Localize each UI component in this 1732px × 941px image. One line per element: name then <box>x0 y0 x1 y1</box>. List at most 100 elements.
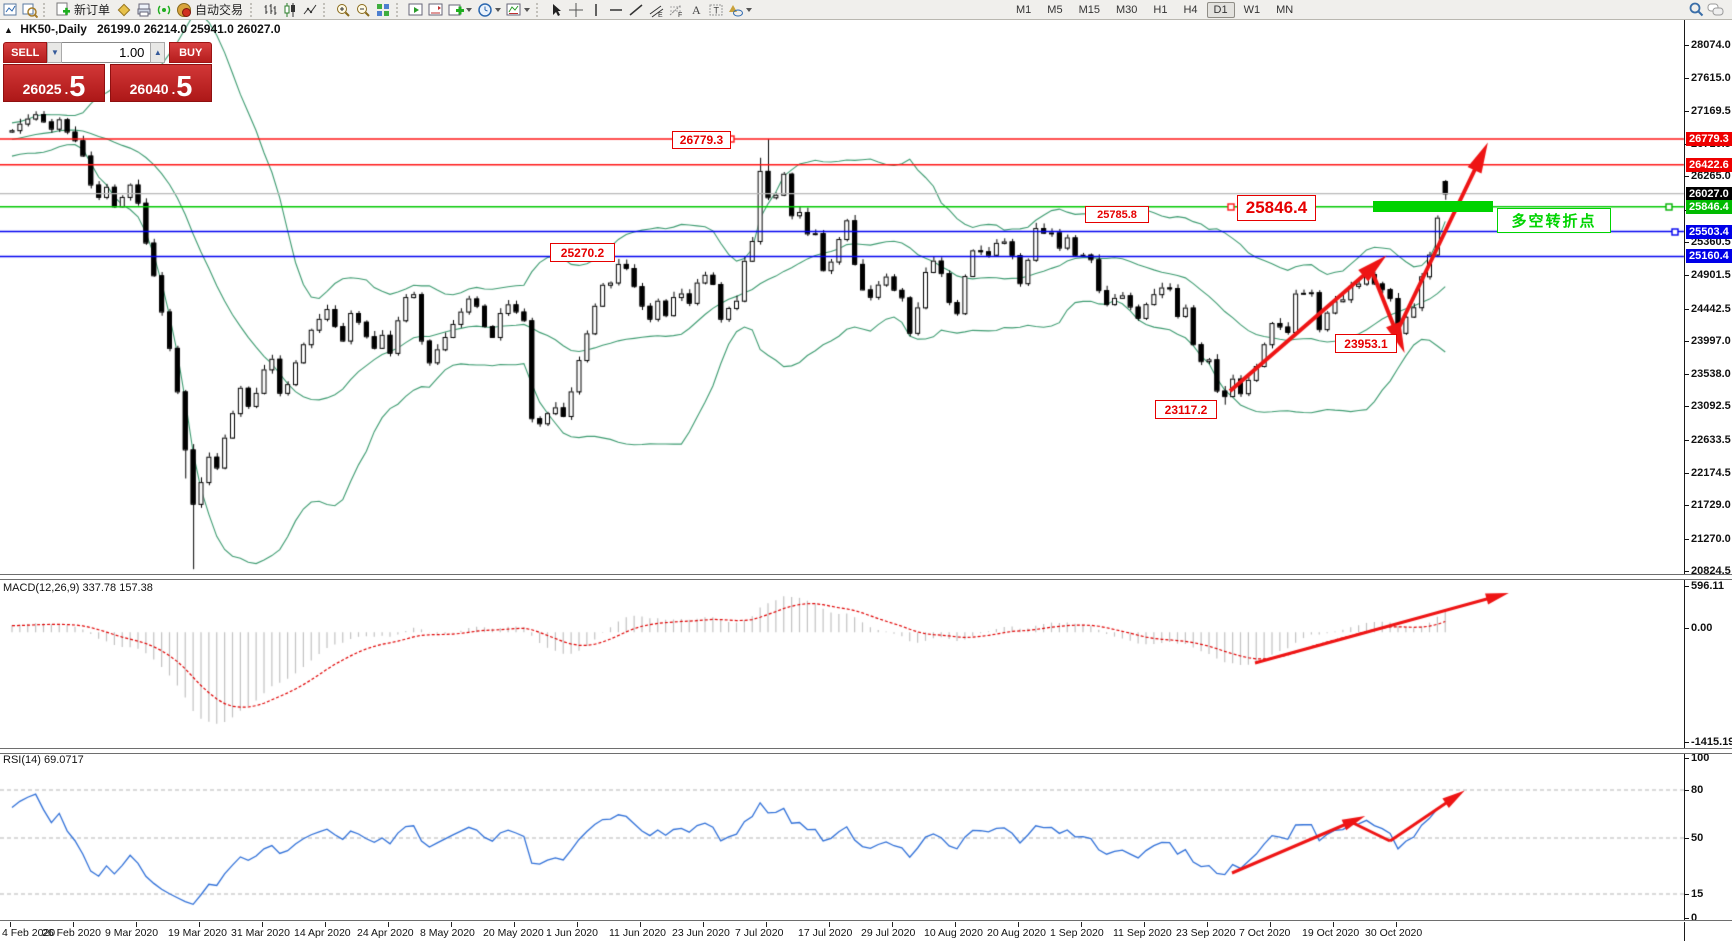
main-toolbar: 新订单 自动交易 E F A T <box>0 0 1732 20</box>
price-axis-tick <box>1684 176 1689 178</box>
date-axis-tick <box>136 922 137 927</box>
date-axis-tick <box>73 922 74 927</box>
chart-profile-icon[interactable] <box>20 1 40 18</box>
add-indicator-dropdown[interactable] <box>466 7 473 12</box>
period-dropdown[interactable] <box>495 7 502 12</box>
date-axis-label: 23 Sep 2020 <box>1176 927 1236 939</box>
chart-forward-icon[interactable] <box>406 1 426 18</box>
fibonacci-icon[interactable]: F <box>666 1 686 18</box>
svg-text:E: E <box>658 12 663 18</box>
rsi-axis-label: 0 <box>1691 912 1698 924</box>
new-order-label[interactable]: 新订单 <box>74 3 111 17</box>
price-tag: 25503.4 <box>1686 224 1732 239</box>
price-axis-label: 25360.5 <box>1691 235 1731 248</box>
macd-axis-label: 596.11 <box>1691 580 1725 592</box>
one-click-trading-panel: SELL ▼ ▲ BUY 26025.5 26040.5 <box>3 42 212 102</box>
highlight-rectangle[interactable] <box>1373 201 1493 212</box>
timeframe-button-h1[interactable]: H1 <box>1153 3 1168 16</box>
price-axis-label: 23538.0 <box>1691 368 1731 381</box>
date-axis-label: 10 Aug 2020 <box>924 927 983 939</box>
volume-increase-button[interactable]: ▲ <box>150 42 166 63</box>
templates-dropdown[interactable] <box>524 7 531 12</box>
price-tag: 25846.4 <box>1686 199 1732 214</box>
date-axis-label: 30 Oct 2020 <box>1365 927 1423 939</box>
macd-indicator-label: MACD(12,26,9) 337.78 157.38 <box>3 582 153 594</box>
autotrade-icon[interactable] <box>174 1 194 18</box>
chart-wizard-icon[interactable] <box>114 1 134 18</box>
date-axis-label: 19 Oct 2020 <box>1302 927 1360 939</box>
timeframe-toolbar: M1 M5 M15 M30 H1 H4 D1 W1 MN <box>1008 0 1301 19</box>
crosshair-icon[interactable] <box>566 1 586 18</box>
add-indicator-icon[interactable] <box>446 1 466 18</box>
buy-button[interactable]: BUY <box>169 42 212 63</box>
date-axis-tick <box>10 922 11 927</box>
print-icon[interactable] <box>134 1 154 18</box>
sell-button[interactable]: SELL <box>3 42 48 63</box>
timeframe-button-h4[interactable]: H4 <box>1183 3 1198 16</box>
zoom-out-icon[interactable] <box>353 1 373 18</box>
timeframe-button-m15[interactable]: M15 <box>1078 3 1100 16</box>
price-annotation-label[interactable]: 25846.4 <box>1237 195 1316 221</box>
new-order-icon[interactable] <box>53 1 73 18</box>
cursor-icon[interactable] <box>546 1 566 18</box>
date-axis-label: 8 May 2020 <box>420 927 475 939</box>
timeframe-button-mn[interactable]: MN <box>1276 3 1294 16</box>
price-axis-label: 26265.0 <box>1691 170 1731 183</box>
text-label-icon[interactable]: T <box>706 1 726 18</box>
text-icon[interactable]: A <box>686 1 706 18</box>
date-axis-label: 11 Sep 2020 <box>1113 927 1172 939</box>
line-chart-icon[interactable] <box>300 1 320 18</box>
macd-axis-tick <box>1684 586 1689 587</box>
macd-axis-tick <box>1684 628 1689 629</box>
rsi-axis-tick <box>1684 758 1689 759</box>
search-icon[interactable] <box>1686 1 1706 18</box>
toolbar-grip <box>250 2 257 17</box>
volume-input[interactable] <box>62 42 151 63</box>
macd-panel-splitter[interactable] <box>0 574 1732 580</box>
date-axis[interactable]: 4 Feb 2020 26 Feb 2020 9 Mar 2020 19 Mar 20… <box>0 922 1684 941</box>
horizontal-line-icon[interactable] <box>606 1 626 18</box>
price-annotation-label[interactable]: 26779.3 <box>672 131 731 149</box>
date-axis-label: 17 Jul 2020 <box>798 927 853 939</box>
price-annotation-label[interactable]: 25270.2 <box>550 243 615 262</box>
volume-decrease-button[interactable]: ▼ <box>47 42 63 63</box>
buy-price[interactable]: 26040. 5 <box>110 64 212 102</box>
bar-chart-icon[interactable] <box>260 1 280 18</box>
timeframe-button-m5[interactable]: M5 <box>1047 3 1063 16</box>
shapes-dropdown[interactable] <box>746 7 753 12</box>
date-axis-label: 24 Apr 2020 <box>357 927 414 939</box>
period-clock-icon[interactable] <box>475 1 495 18</box>
price-axis-label: 24901.5 <box>1691 269 1731 282</box>
timeframe-button-m1[interactable]: M1 <box>1016 3 1032 16</box>
candlestick-chart-icon[interactable] <box>280 1 300 18</box>
chart-shift-icon[interactable] <box>426 1 446 18</box>
equidistant-channel-icon[interactable]: E <box>646 1 666 18</box>
sell-price[interactable]: 26025. 5 <box>3 64 105 102</box>
date-axis-tick <box>892 922 893 927</box>
vertical-line-icon[interactable] <box>586 1 606 18</box>
price-axis-tick <box>1684 78 1689 80</box>
new-chart-icon[interactable] <box>0 1 20 18</box>
trendline-icon[interactable] <box>626 1 646 18</box>
rsi-axis-tick <box>1684 918 1689 919</box>
price-annotation-label[interactable]: 25785.8 <box>1085 206 1149 223</box>
price-axis-label: 27615.0 <box>1691 72 1731 85</box>
autotrade-label[interactable]: 自动交易 <box>195 3 244 17</box>
collapse-panel-icon[interactable]: ▲ <box>4 25 13 35</box>
timeframe-button-w1[interactable]: W1 <box>1243 3 1261 16</box>
timeframe-button-m30[interactable]: M30 <box>1115 3 1138 16</box>
shapes-icon[interactable] <box>726 1 746 18</box>
templates-icon[interactable] <box>504 1 524 18</box>
turning-point-label[interactable]: 多空转折点 <box>1497 208 1611 233</box>
date-axis-tick <box>1333 922 1334 927</box>
price-annotation-label[interactable]: 23953.1 <box>1335 334 1397 353</box>
signal-icon[interactable] <box>154 1 174 18</box>
chat-icon[interactable] <box>1706 1 1726 18</box>
zoom-in-icon[interactable] <box>333 1 353 18</box>
price-annotation-label[interactable]: 23117.2 <box>1155 400 1217 419</box>
sell-price-pips: 5 <box>69 71 86 103</box>
rsi-panel-splitter[interactable] <box>0 748 1732 754</box>
timeframe-button-d1[interactable]: D1 <box>1206 1 1235 18</box>
tile-windows-icon[interactable] <box>373 1 393 18</box>
